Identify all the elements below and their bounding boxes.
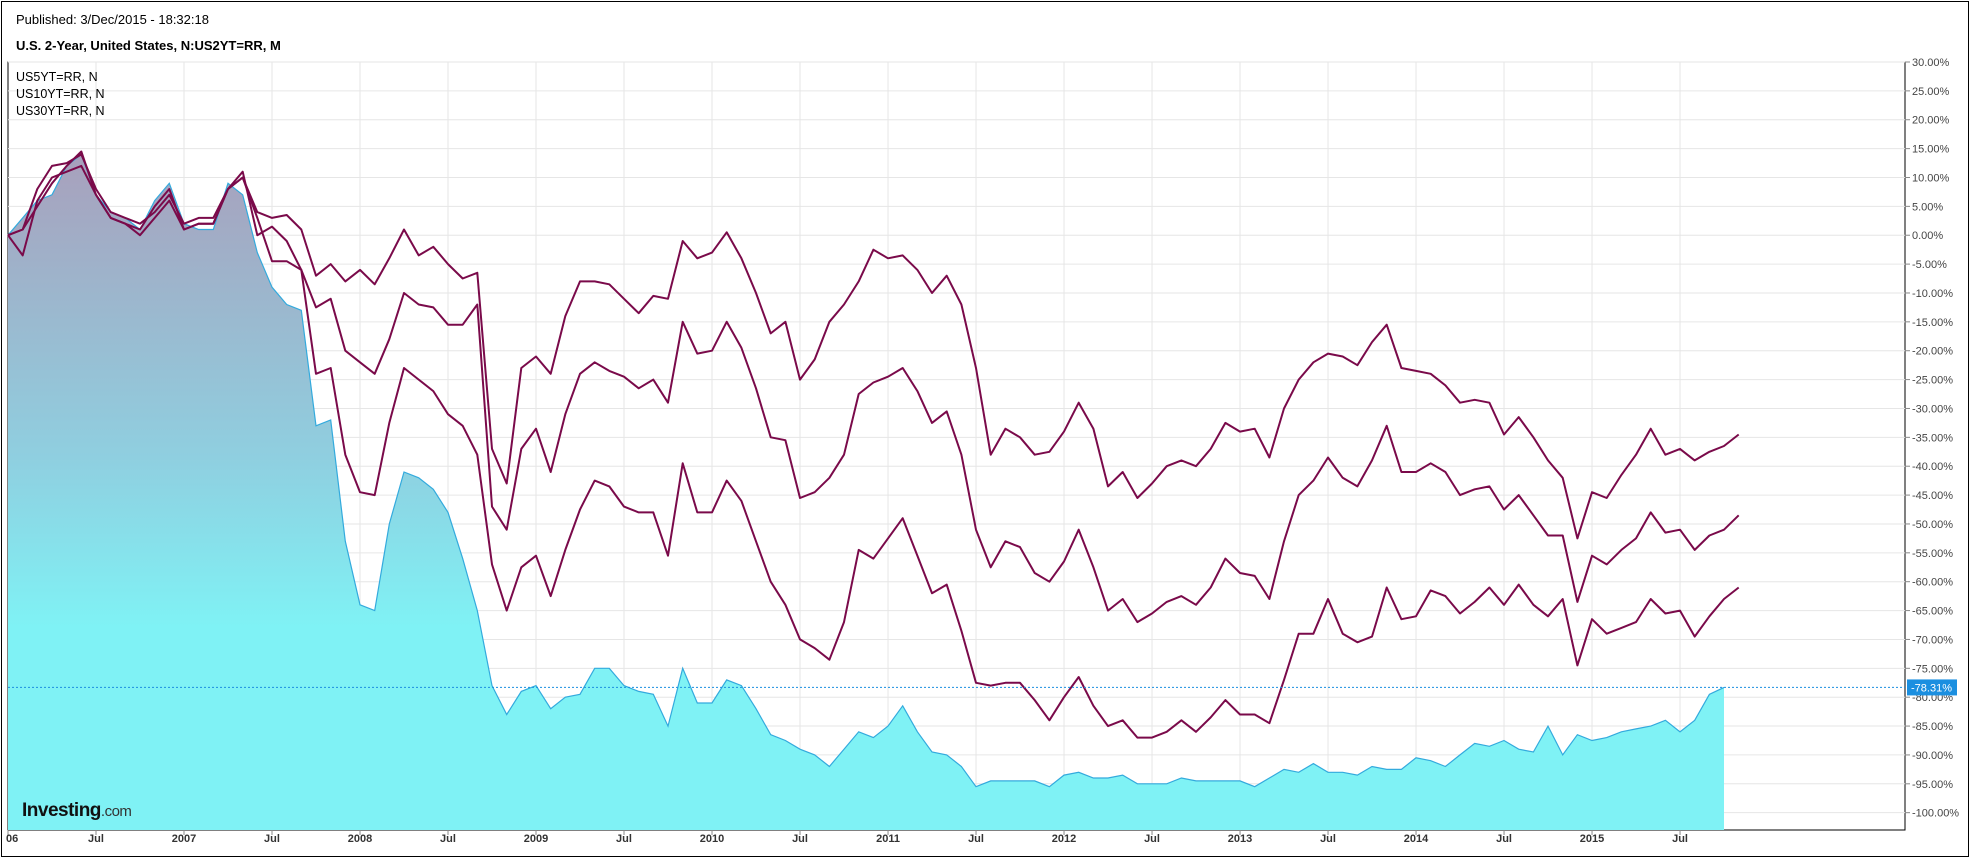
y-tick-label: -55.00% — [1912, 548, 1953, 560]
y-tick-label: -10.00% — [1912, 288, 1953, 300]
y-tick-label: -25.00% — [1912, 375, 1953, 387]
legend-item-us30yt: US30YT=RR, N — [16, 104, 105, 118]
y-tick-label: -45.00% — [1912, 490, 1953, 502]
x-tick-label: 2015 — [1580, 833, 1604, 845]
area-series — [7, 153, 1725, 830]
published-timestamp: Published: 3/Dec/2015 - 18:32:18 — [16, 12, 209, 27]
y-axis: 30.00% 25.00% 20.00% 15.00% 10.00% 5.00% 0.00%… — [1905, 57, 1959, 820]
x-tick-label: 2012 — [1052, 833, 1076, 845]
y-tick-label: -85.00% — [1912, 721, 1953, 733]
x-tick-label: Jul — [968, 833, 984, 845]
x-tick-label: Jul — [264, 833, 280, 845]
investing-logo: Investing.com — [22, 800, 132, 822]
y-tick-label: -75.00% — [1912, 663, 1953, 675]
y-tick-label: 5.00% — [1912, 201, 1943, 213]
x-tick-label: 06 — [6, 833, 18, 845]
x-tick-label: 2010 — [700, 833, 724, 845]
y-tick-label: -65.00% — [1912, 606, 1953, 618]
y-tick-label: 25.00% — [1912, 86, 1950, 98]
x-tick-label: Jul — [1496, 833, 1512, 845]
y-tick-label: -35.00% — [1912, 432, 1953, 444]
x-axis: 06 Jul 2007 Jul 2008 Jul 2009 Jul 2010 Jul 2011 Jul… — [6, 830, 1688, 845]
x-tick-label: 2013 — [1228, 833, 1252, 845]
series-line-2 — [7, 164, 1740, 624]
x-tick-label: 2014 — [1404, 833, 1429, 845]
current-value-text: -78.31% — [1911, 682, 1952, 694]
current-value-marker: -78.31% — [8, 679, 1957, 696]
y-tick-label: 0.00% — [1912, 230, 1943, 242]
x-tick-label: Jul — [88, 833, 104, 845]
instrument-title: U.S. 2-Year, United States, N:US2YT=RR, … — [16, 38, 281, 53]
y-tick-label: 10.00% — [1912, 172, 1950, 184]
x-tick-label: Jul — [792, 833, 808, 845]
x-tick-label: 2008 — [348, 833, 372, 845]
series-line-1 — [7, 153, 1740, 540]
x-tick-label: 2011 — [876, 833, 900, 845]
x-tick-label: Jul — [616, 833, 632, 845]
series-line-3 — [7, 150, 1740, 739]
area-line-us2yt — [7, 153, 1725, 788]
y-tick-label: -90.00% — [1912, 750, 1953, 762]
brand-name: Investing — [22, 800, 101, 821]
x-tick-label: 2009 — [524, 833, 548, 845]
y-tick-label: -100.00% — [1912, 808, 1959, 820]
y-tick-label: -5.00% — [1912, 259, 1947, 271]
y-tick-label: 30.00% — [1912, 57, 1950, 69]
legend-item-us10yt: US10YT=RR, N — [16, 87, 105, 101]
y-tick-label: -95.00% — [1912, 779, 1953, 791]
legend-item-us5yt: US5YT=RR, N — [16, 70, 98, 84]
y-tick-label: 20.00% — [1912, 115, 1950, 127]
brand-suffix: .com — [100, 803, 132, 820]
current-value-badge — [1907, 679, 1957, 696]
y-tick-label: -60.00% — [1912, 577, 1953, 589]
line-series — [7, 150, 1740, 739]
x-tick-label: 2007 — [172, 833, 196, 845]
y-tick-label: -20.00% — [1912, 346, 1953, 358]
x-tick-label: Jul — [1320, 833, 1336, 845]
x-tick-label: Jul — [440, 833, 456, 845]
x-tick-label: Jul — [1672, 833, 1688, 845]
y-tick-label: -50.00% — [1912, 519, 1953, 531]
y-tick-label: -70.00% — [1912, 634, 1953, 646]
area-fill-us2yt — [8, 154, 1724, 830]
y-tick-label: -30.00% — [1912, 403, 1953, 415]
y-tick-label: 15.00% — [1912, 144, 1950, 156]
x-tick-label: Jul — [1144, 833, 1160, 845]
y-tick-label: -40.00% — [1912, 461, 1953, 473]
legend: US5YT=RR, N US10YT=RR, N US30YT=RR, N — [16, 69, 105, 120]
y-tick-label: -15.00% — [1912, 317, 1953, 329]
